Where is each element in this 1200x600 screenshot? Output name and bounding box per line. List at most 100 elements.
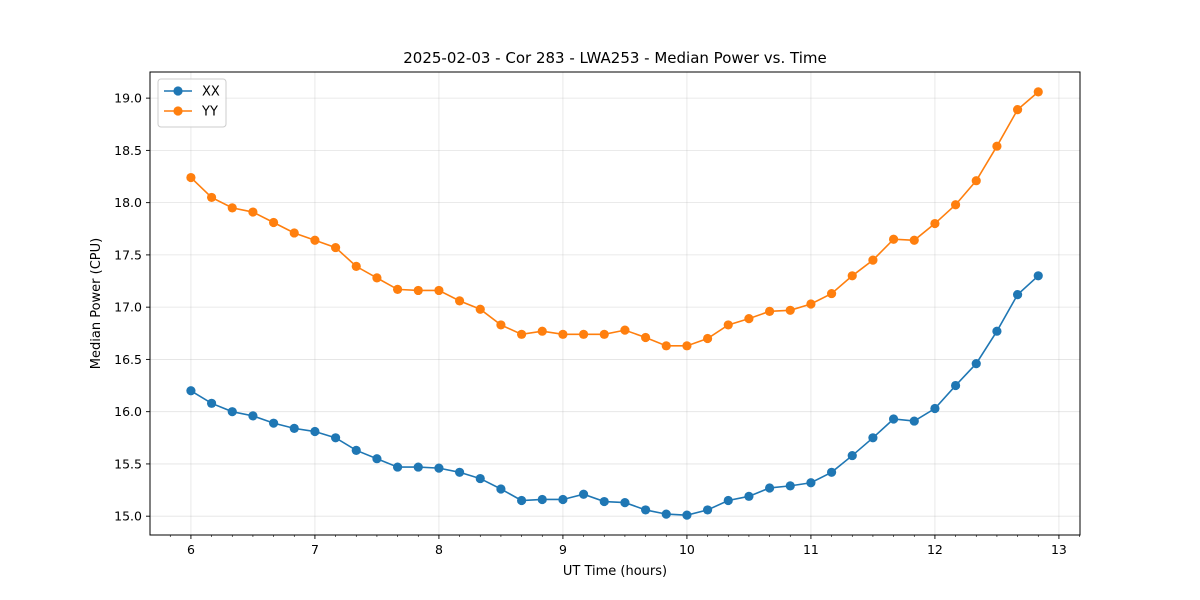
data-point-yy: [578, 329, 589, 339]
data-point-xx: [950, 380, 961, 391]
data-point-yy: [909, 235, 919, 245]
plot-frame: [149, 71, 1081, 536]
data-point-yy: [310, 235, 320, 245]
legend-label-xx: XX: [202, 85, 220, 100]
data-point-xx: [847, 450, 857, 461]
data-point-xx: [620, 498, 630, 508]
data-point-yy: [516, 329, 527, 339]
data-point-xx: [310, 426, 320, 437]
data-point-xx: [682, 510, 692, 520]
x-tick-label: 11: [803, 542, 819, 557]
y-tick-label: 16.0: [114, 404, 142, 419]
data-point-yy: [640, 332, 651, 343]
data-point-yy: [950, 200, 961, 210]
data-point-xx: [475, 473, 485, 484]
y-tick-label: 19.0: [114, 91, 142, 106]
data-point-xx: [558, 494, 568, 505]
data-point-xx: [206, 398, 217, 408]
y-tick-label: 15.5: [114, 456, 142, 471]
data-point-yy: [785, 305, 795, 315]
data-point-xx: [268, 418, 279, 428]
legend-marker-yy: [173, 106, 183, 116]
data-point-xx: [330, 433, 341, 443]
data-point-xx: [227, 407, 237, 417]
y-tick-label: 15.0: [114, 509, 142, 524]
data-point-yy: [454, 296, 465, 306]
data-point-yy: [888, 234, 899, 244]
data-point-xx: [496, 484, 506, 494]
data-point-xx: [971, 358, 981, 369]
data-point-yy: [702, 333, 713, 344]
data-point-yy: [599, 329, 609, 339]
data-point-xx: [661, 509, 671, 519]
data-point-yy: [496, 320, 506, 330]
data-point-yy: [351, 261, 361, 271]
data-point-xx: [1012, 290, 1023, 300]
y-tick-label: 18.0: [114, 195, 142, 210]
data-point-yy: [661, 341, 671, 351]
data-point-yy: [248, 207, 258, 217]
data-point-xx: [888, 414, 899, 424]
data-point-yy: [268, 217, 279, 228]
data-point-xx: [454, 467, 465, 477]
x-tick-label: 7: [311, 542, 319, 557]
data-point-yy: [558, 329, 568, 339]
legend-item-yy: YY: [164, 105, 218, 120]
axis-ticks: 6 7 8 9 10 11 12 13 15.0 15.5 16.0 16.5 17.0 17.5 18.0…: [114, 91, 1080, 557]
series-layer: [186, 87, 1043, 520]
data-point-xx: [806, 478, 816, 488]
data-point-yy: [413, 285, 423, 296]
data-point-xx: [413, 462, 423, 472]
x-tick-label: 13: [1051, 542, 1067, 557]
data-point-xx: [826, 467, 837, 477]
data-point-yy: [806, 299, 816, 309]
y-tick-label: 17.0: [114, 300, 142, 315]
series-xx: [186, 271, 1043, 520]
data-point-yy: [1012, 105, 1023, 115]
legend-item-xx: XX: [164, 85, 220, 100]
data-point-yy: [206, 192, 217, 203]
data-point-yy: [723, 320, 733, 330]
data-point-xx: [868, 433, 878, 443]
data-point-yy: [186, 172, 196, 183]
data-point-xx: [351, 445, 361, 455]
data-point-yy: [537, 326, 547, 336]
y-axis-label: Median Power (CPU): [89, 238, 104, 369]
data-point-yy: [847, 271, 857, 281]
data-point-yy: [682, 341, 692, 351]
data-point-yy: [1033, 87, 1043, 97]
data-point-yy: [330, 242, 341, 253]
data-point-xx: [372, 454, 382, 464]
data-point-yy: [289, 228, 299, 238]
x-axis-label: UT Time (hours): [563, 564, 667, 579]
data-point-yy: [930, 218, 940, 229]
legend-label-yy: YY: [201, 105, 218, 120]
data-point-xx: [785, 481, 795, 491]
data-point-xx: [289, 423, 299, 433]
data-point-yy: [826, 288, 837, 299]
data-point-xx: [640, 505, 651, 515]
x-tick-label: 8: [435, 542, 443, 557]
data-point-xx: [744, 491, 754, 501]
data-point-yy: [475, 304, 485, 314]
data-point-yy: [992, 141, 1002, 151]
data-point-xx: [909, 416, 919, 426]
data-point-yy: [744, 314, 754, 324]
data-point-xx: [1033, 271, 1043, 281]
series-yy: [186, 87, 1043, 351]
x-tick-label: 6: [187, 542, 195, 557]
data-point-xx: [702, 505, 713, 515]
x-tick-label: 12: [927, 542, 943, 557]
data-point-yy: [392, 284, 403, 294]
data-point-yy: [372, 273, 382, 283]
data-point-xx: [723, 495, 733, 506]
data-point-xx: [434, 463, 444, 473]
data-point-xx: [392, 462, 403, 472]
data-point-xx: [516, 495, 527, 506]
data-point-xx: [578, 489, 589, 499]
data-point-xx: [537, 494, 547, 505]
data-point-xx: [248, 411, 258, 421]
data-point-yy: [764, 306, 775, 316]
legend: XX YY: [157, 78, 227, 128]
